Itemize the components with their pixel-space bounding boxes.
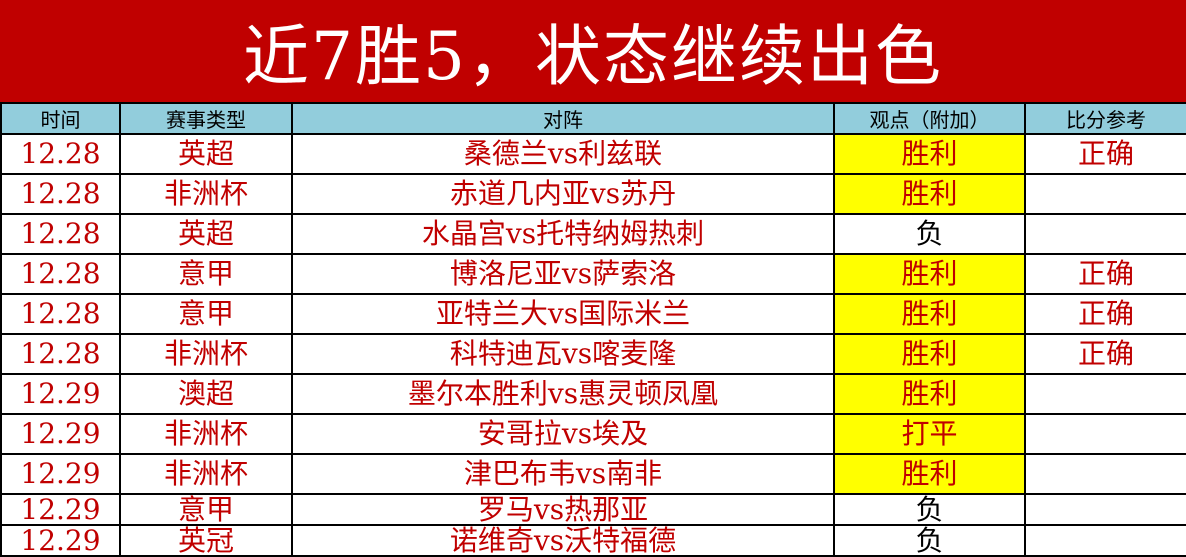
table-row: 12.28 英超 桑德兰vs利兹联 胜利 正确 [0, 133, 1186, 175]
match-cell: 赤道几内亚vs苏丹 [291, 173, 835, 215]
pick-cell: 负 [833, 213, 1026, 255]
table-row: 12.29 非洲杯 安哥拉vs埃及 打平 [0, 413, 1186, 455]
table-row: 12.28 非洲杯 赤道几内亚vs苏丹 胜利 [0, 173, 1186, 215]
pick-cell: 胜利 [833, 293, 1026, 335]
result-cell: 正确 [1024, 253, 1186, 295]
header-time: 时间 [0, 102, 121, 135]
pick-cell: 胜利 [833, 373, 1026, 415]
date-cell: 12.28 [0, 173, 121, 215]
date-cell: 12.28 [0, 333, 121, 375]
league-cell: 英冠 [119, 524, 293, 557]
table-row: 12.28 非洲杯 科特迪瓦vs喀麦隆 胜利 正确 [0, 333, 1186, 375]
table-row: 12.28 意甲 亚特兰大vs国际米兰 胜利 正确 [0, 293, 1186, 335]
match-cell: 津巴布韦vs南非 [291, 453, 835, 495]
date-cell: 12.29 [0, 413, 121, 455]
table-row: 12.29 澳超 墨尔本胜利vs惠灵顿凤凰 胜利 [0, 373, 1186, 415]
date-cell: 12.29 [0, 524, 121, 557]
match-cell: 罗马vs热那亚 [291, 493, 835, 526]
match-cell: 诺维奇vs沃特福德 [291, 524, 835, 557]
result-cell: 正确 [1024, 133, 1186, 175]
league-cell: 非洲杯 [119, 453, 293, 495]
league-cell: 非洲杯 [119, 413, 293, 455]
date-cell: 12.29 [0, 453, 121, 495]
table-row: 12.29 非洲杯 津巴布韦vs南非 胜利 [0, 453, 1186, 495]
match-cell: 墨尔本胜利vs惠灵顿凤凰 [291, 373, 835, 415]
date-cell: 12.28 [0, 213, 121, 255]
date-cell: 12.28 [0, 133, 121, 175]
pick-cell: 胜利 [833, 133, 1026, 175]
header-match: 对阵 [291, 102, 835, 135]
date-cell: 12.28 [0, 293, 121, 335]
match-cell: 博洛尼亚vs萨索洛 [291, 253, 835, 295]
pick-cell: 胜利 [833, 253, 1026, 295]
header-row: 时间 赛事类型 对阵 观点（附加） 比分参考 [0, 102, 1186, 135]
page-title: 近7胜5，状态继续出色 [0, 0, 1186, 102]
pick-cell: 胜利 [833, 333, 1026, 375]
result-cell: 正确 [1024, 293, 1186, 335]
league-cell: 英超 [119, 213, 293, 255]
header-pick: 观点（附加） [833, 102, 1026, 135]
date-cell: 12.29 [0, 373, 121, 415]
table-row: 12.28 英超 水晶宫vs托特纳姆热刺负 [0, 213, 1186, 255]
league-cell: 非洲杯 [119, 173, 293, 215]
result-cell [1024, 213, 1186, 255]
league-cell: 意甲 [119, 493, 293, 526]
table-row: 12.29 意甲 罗马vs热那亚负 [0, 493, 1186, 526]
pick-cell: 打平 [833, 413, 1026, 455]
date-cell: 12.28 [0, 253, 121, 295]
league-cell: 英超 [119, 133, 293, 175]
league-cell: 意甲 [119, 293, 293, 335]
table-row: 12.28 意甲 博洛尼亚vs萨索洛 胜利 正确 [0, 253, 1186, 295]
league-cell: 非洲杯 [119, 333, 293, 375]
match-cell: 水晶宫vs托特纳姆热刺 [291, 213, 835, 255]
date-cell: 12.29 [0, 493, 121, 526]
match-cell: 桑德兰vs利兹联 [291, 133, 835, 175]
result-cell [1024, 373, 1186, 415]
match-cell: 亚特兰大vs国际米兰 [291, 293, 835, 335]
predictions-table: 时间 赛事类型 对阵 观点（附加） 比分参考 12.28 英超 桑德兰vs利兹联 胜利… [0, 102, 1186, 557]
league-cell: 意甲 [119, 253, 293, 295]
table-row: 12.29 英冠 诺维奇vs沃特福德负 [0, 524, 1186, 557]
result-cell: 正确 [1024, 333, 1186, 375]
result-cell [1024, 524, 1186, 557]
pick-cell: 胜利 [833, 453, 1026, 495]
pick-cell: 负 [833, 493, 1026, 526]
match-cell: 科特迪瓦vs喀麦隆 [291, 333, 835, 375]
league-cell: 澳超 [119, 373, 293, 415]
result-cell [1024, 413, 1186, 455]
result-cell [1024, 493, 1186, 526]
pick-cell: 负 [833, 524, 1026, 557]
header-league: 赛事类型 [119, 102, 293, 135]
result-cell [1024, 173, 1186, 215]
pick-cell: 胜利 [833, 173, 1026, 215]
header-result: 比分参考 [1024, 102, 1186, 135]
result-cell [1024, 453, 1186, 495]
match-cell: 安哥拉vs埃及 [291, 413, 835, 455]
